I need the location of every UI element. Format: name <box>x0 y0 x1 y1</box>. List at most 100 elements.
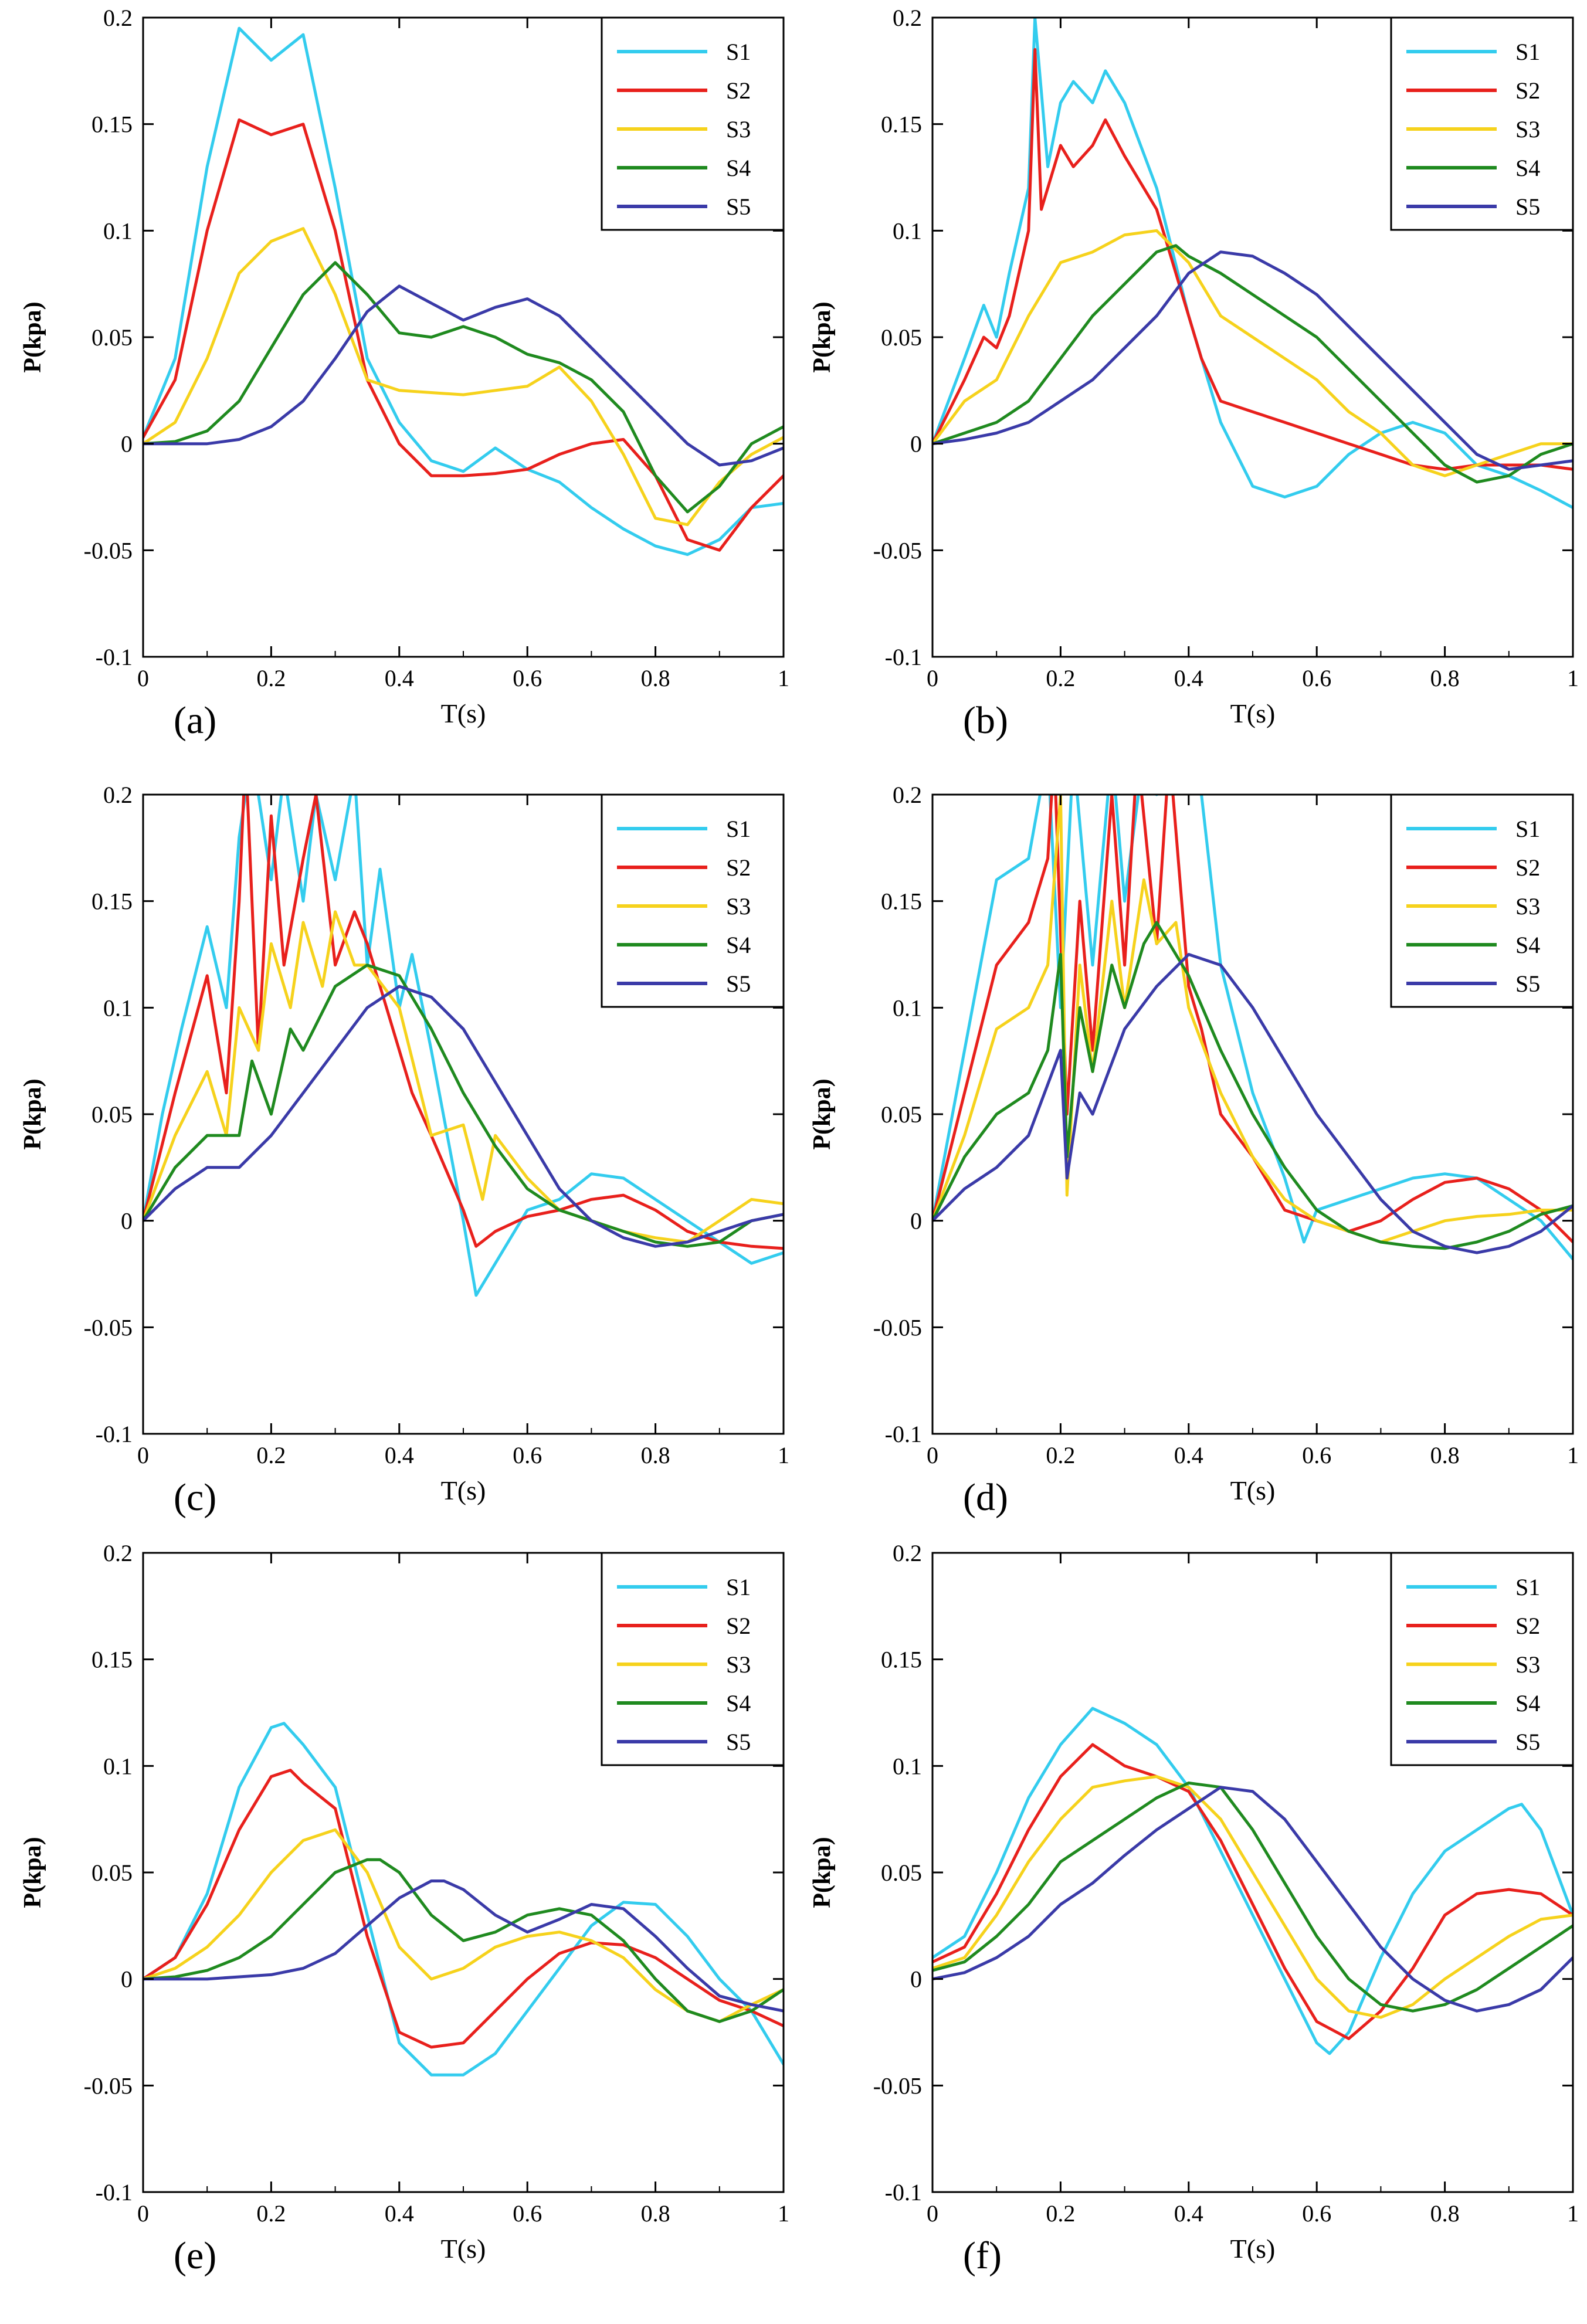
x-tick-label: 0.2 <box>256 665 286 691</box>
y-tick-label: 0 <box>121 1208 133 1234</box>
y-axis-label: P(kpa) <box>809 1837 836 1908</box>
legend-label-s4: S4 <box>1515 155 1540 181</box>
panel-p5: 0 0.2 0.4 0.6 0.8 1 -0.1 -0.05 0 0.05 0.1 0.15 0.2 T(… <box>809 1540 1579 2277</box>
legend-label-s3: S3 <box>726 893 751 920</box>
x-tick-label: 0.6 <box>513 2200 542 2227</box>
legend-label-s5: S5 <box>1515 194 1540 220</box>
y-tick-label: 0 <box>910 1208 922 1234</box>
x-axis-label: T(s) <box>441 698 486 728</box>
y-tick-label: -0.1 <box>885 2179 922 2206</box>
y-tick-label: 0.05 <box>881 1860 922 1886</box>
legend-box <box>1390 1552 1574 1766</box>
legend-label-s2: S2 <box>726 1613 751 1639</box>
legend-label-s1: S1 <box>726 39 751 65</box>
legend-label-s1: S1 <box>1515 1574 1540 1600</box>
series-line-s5 <box>932 1786 1573 2013</box>
x-axis-label: T(s) <box>1230 2234 1276 2264</box>
y-tick-label: 0.15 <box>881 111 922 138</box>
series-line-s1 <box>932 18 1573 510</box>
y-tick-label: -0.1 <box>96 2179 133 2206</box>
legend-label-s4: S4 <box>726 155 751 181</box>
x-tick-label: 0.2 <box>256 1442 286 1468</box>
x-tick-label: 0.8 <box>1430 2200 1460 2227</box>
legend-label-s2: S2 <box>1515 854 1540 881</box>
x-tick-label: 0 <box>927 1442 938 1468</box>
legend-label-s4: S4 <box>1515 1690 1540 1716</box>
y-tick-label: -0.05 <box>84 1314 133 1341</box>
legend: S1 S2 S3 S4 S5 <box>601 16 785 231</box>
y-tick-label: 0.1 <box>893 995 922 1021</box>
y-axis-label: P(kpa) <box>19 1078 46 1149</box>
x-tick-label: 0 <box>137 665 149 691</box>
y-tick-label: 0.05 <box>881 324 922 351</box>
x-tick-label: 0 <box>927 665 938 691</box>
legend-label-s5: S5 <box>726 971 751 997</box>
x-tick-label: 1 <box>778 665 789 691</box>
plot-lines <box>932 18 1573 510</box>
y-tick-label: 0.2 <box>893 1540 922 1566</box>
x-tick-label: 0.4 <box>1174 2200 1203 2227</box>
y-tick-label: -0.05 <box>873 2072 922 2099</box>
series-line-s5 <box>143 1879 784 2013</box>
series-line-s2 <box>143 118 784 552</box>
series-line-s4 <box>932 244 1573 484</box>
legend-label-s1: S1 <box>726 816 751 842</box>
y-tick-label: 0.1 <box>103 218 133 244</box>
series-line-s2 <box>932 1743 1573 2040</box>
y-tick-label: 0.15 <box>881 888 922 915</box>
series-line-s4 <box>143 261 784 514</box>
legend-label-s2: S2 <box>726 77 751 104</box>
legend-box <box>601 16 785 231</box>
y-axis-label: P(kpa) <box>19 1837 46 1908</box>
panel-label: (d) <box>963 1476 1008 1519</box>
x-tick-label: 0.8 <box>641 1442 670 1468</box>
series-line-s5 <box>143 985 784 1248</box>
legend-label-s1: S1 <box>1515 39 1540 65</box>
x-tick-label: 0.4 <box>1174 665 1203 691</box>
series-line-s4 <box>143 1858 784 2023</box>
legend-box <box>1390 16 1574 231</box>
legend-label-s2: S2 <box>1515 1613 1540 1639</box>
panel-p2: 0 0.2 0.4 0.6 0.8 1 -0.1 -0.05 0 0.05 0.1 0.15 0.2 T(… <box>19 782 789 1519</box>
y-axis-label: P(kpa) <box>809 1078 836 1149</box>
y-tick-label: 0.2 <box>893 5 922 31</box>
x-tick-label: 0.4 <box>385 2200 414 2227</box>
y-tick-label: 0.05 <box>881 1101 922 1128</box>
x-tick-label: 1 <box>1567 665 1579 691</box>
x-tick-label: 0.4 <box>385 1442 414 1468</box>
y-tick-label: 0 <box>121 431 133 457</box>
y-tick-label: -0.05 <box>873 537 922 564</box>
y-tick-label: 0.1 <box>103 1753 133 1779</box>
legend-label-s4: S4 <box>1515 932 1540 958</box>
series-line-s3 <box>143 227 784 527</box>
x-tick-label: 0.2 <box>1046 2200 1075 2227</box>
y-tick-label: 0.05 <box>91 324 133 351</box>
panel-p4: 0 0.2 0.4 0.6 0.8 1 -0.1 -0.05 0 0.05 0.1 0.15 0.2 T(… <box>19 1540 789 2277</box>
legend-label-s3: S3 <box>1515 116 1540 143</box>
legend-label-s4: S4 <box>726 932 751 958</box>
plot-lines <box>143 795 784 1297</box>
x-tick-label: 0.2 <box>1046 1442 1075 1468</box>
panel-label: (c) <box>174 1476 216 1519</box>
series-line-s1 <box>143 795 784 1297</box>
legend-label-s2: S2 <box>1515 77 1540 104</box>
series-line-s3 <box>932 795 1573 1244</box>
x-tick-label: 0.2 <box>1046 665 1075 691</box>
series-line-s3 <box>143 910 784 1244</box>
series-line-s3 <box>143 1828 784 2023</box>
plot-lines <box>143 26 784 557</box>
y-tick-label: 0.2 <box>893 782 922 808</box>
x-axis-label: T(s) <box>441 1475 486 1505</box>
legend-label-s5: S5 <box>726 1729 751 1755</box>
series-line-s1 <box>143 1722 784 2077</box>
y-tick-label: 0.2 <box>103 1540 133 1566</box>
x-tick-label: 0.6 <box>1302 1442 1331 1468</box>
y-tick-label: -0.1 <box>885 644 922 670</box>
series-line-s1 <box>932 1706 1573 2055</box>
legend-label-s4: S4 <box>726 1690 751 1716</box>
legend-label-s1: S1 <box>726 1574 751 1600</box>
x-tick-label: 1 <box>778 2200 789 2227</box>
x-tick-label: 0.8 <box>1430 665 1460 691</box>
y-tick-label: 0.2 <box>103 5 133 31</box>
series-line-s3 <box>932 1775 1573 2019</box>
